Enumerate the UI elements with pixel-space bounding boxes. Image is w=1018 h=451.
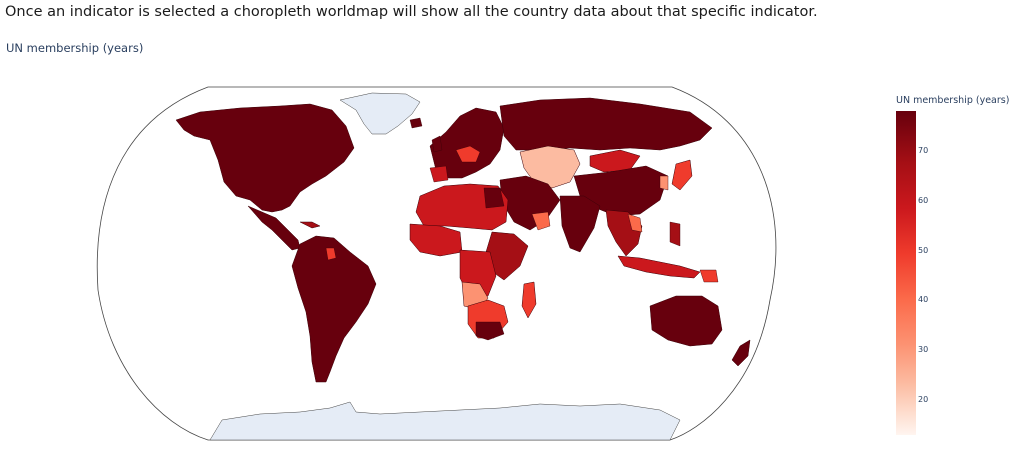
central-asia xyxy=(519,145,581,189)
colorbar-tick: 20 xyxy=(918,395,929,405)
colorbar xyxy=(896,111,916,435)
indonesia xyxy=(617,255,701,279)
central-europe xyxy=(455,145,481,163)
russia xyxy=(499,97,713,151)
europe xyxy=(429,107,505,179)
madagascar xyxy=(521,281,537,319)
caribbean xyxy=(299,221,321,229)
greenland xyxy=(339,92,421,135)
colorbar-tick: 70 xyxy=(918,145,929,155)
colorbar-tick: 30 xyxy=(918,345,929,355)
arabian-coast xyxy=(531,211,551,231)
colorbar-tick: 60 xyxy=(918,195,929,205)
egypt xyxy=(483,187,505,209)
australia xyxy=(649,295,723,347)
chart-title: UN membership (years) xyxy=(6,41,144,55)
intro-text: Once an indicator is selected a chorople… xyxy=(5,4,818,20)
papua xyxy=(699,269,719,283)
vietnam-laos xyxy=(627,213,643,233)
south-america xyxy=(291,235,377,383)
iceland xyxy=(409,117,423,129)
south-africa xyxy=(475,321,505,341)
korea xyxy=(659,175,669,191)
india xyxy=(559,195,601,253)
north-america xyxy=(175,103,355,213)
guyana-suriname xyxy=(325,247,337,261)
philippines xyxy=(669,221,681,247)
colorbar-tick: 50 xyxy=(918,245,929,255)
west-africa xyxy=(409,223,463,257)
colorbar-title: UN membership (years) xyxy=(896,95,1010,106)
antarctica xyxy=(209,401,681,441)
japan xyxy=(671,159,693,191)
new-zealand xyxy=(731,339,751,367)
world-map[interactable] xyxy=(0,0,890,451)
colorbar-tick: 40 xyxy=(918,295,929,305)
uk xyxy=(431,135,443,153)
iberia xyxy=(429,165,449,183)
